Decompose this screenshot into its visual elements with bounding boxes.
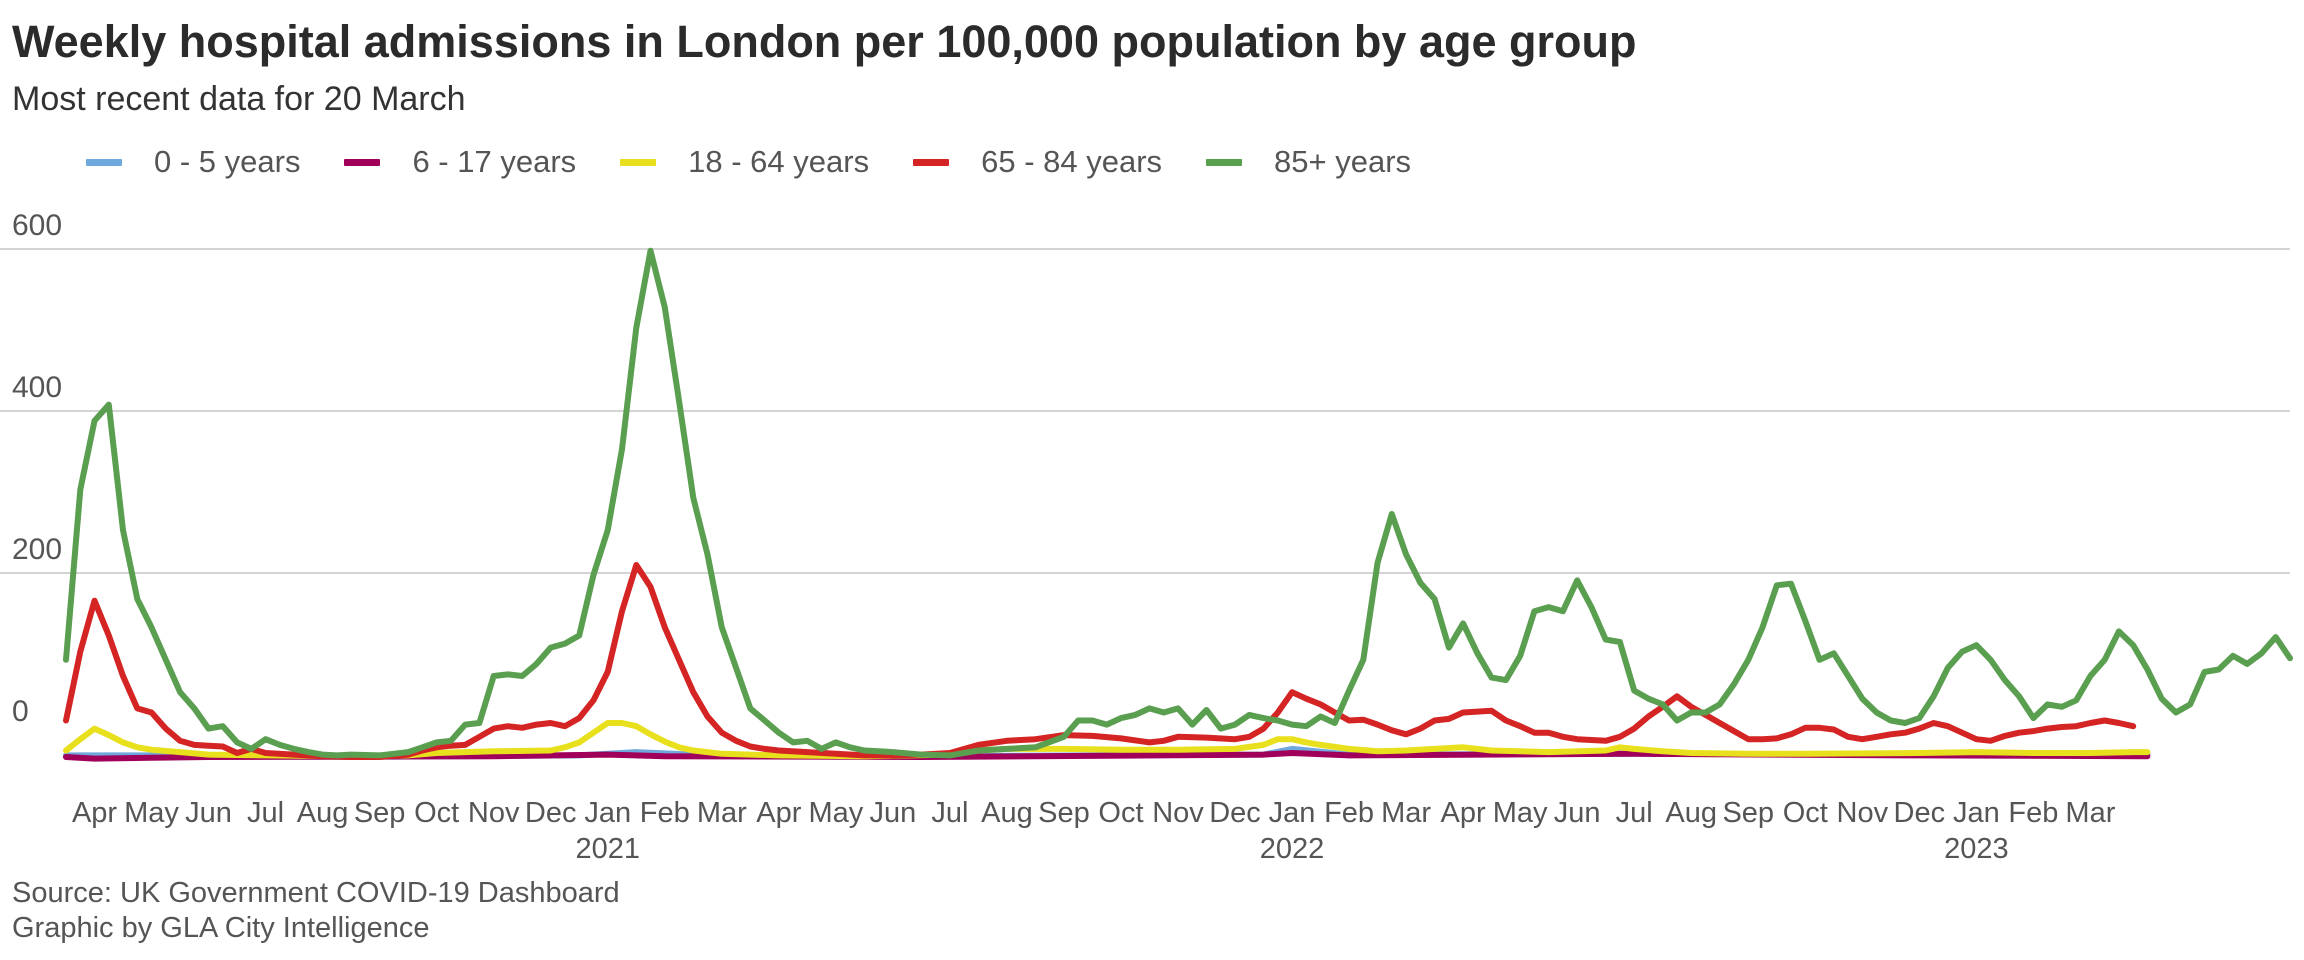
legend-swatch-6-17 — [344, 158, 381, 166]
y-tick-label-200: 200 — [12, 533, 62, 566]
x-tick-label-month-27: Jul — [1616, 797, 1653, 829]
x-tick-label-month-4: Aug — [297, 797, 349, 829]
series-line-65-84 — [63, 562, 2137, 760]
legend-item-18-64: 18 - 64 years — [620, 144, 869, 180]
legend-label-0-5: 0 - 5 years — [154, 144, 301, 179]
y-tick-label-400: 400 — [12, 371, 62, 404]
series-line-85-plus — [63, 247, 2293, 759]
y-tick-label-600: 600 — [12, 209, 62, 242]
legend-swatch-65-84 — [913, 158, 950, 166]
chart-footer: Source: UK Government COVID-19 Dashboard… — [12, 876, 620, 946]
x-tick-label-month-11: Mar — [697, 797, 747, 829]
legend-label-6-17: 6 - 17 years — [412, 144, 577, 179]
legend-swatch-0-5 — [86, 158, 122, 166]
x-tick-label-month-31: Nov — [1837, 797, 1889, 829]
legend-item-6-17: 6 - 17 years — [344, 144, 576, 180]
chart-title: Weekly hospital admissions in London per… — [12, 16, 1637, 67]
chart-subtitle: Most recent data for 20 March — [12, 80, 466, 118]
x-tick-label-month-0: Apr — [72, 797, 117, 829]
x-tick-label-month-32: Dec — [1894, 797, 1946, 829]
legend-label-85-plus: 85+ years — [1274, 144, 1412, 179]
legend-swatch-18-64 — [620, 158, 657, 166]
x-tick-label-month-20: Dec — [1209, 797, 1261, 829]
x-tick-label-month-10: Feb — [640, 797, 690, 829]
legend-item-0-5: 0 - 5 years — [86, 144, 300, 180]
x-tick-label-year-2: 2023 — [1944, 833, 2009, 865]
legend-item-65-84: 65 - 84 years — [913, 144, 1162, 180]
x-tick-label-month-17: Sep — [1038, 797, 1090, 829]
x-tick-label-month-28: Aug — [1665, 797, 1717, 829]
legend-label-18-64: 18 - 64 years — [688, 144, 870, 179]
x-tick-label-year-1: 2022 — [1260, 833, 1325, 865]
x-tick-label-month-6: Oct — [414, 797, 459, 829]
x-tick-label-month-8: Dec — [525, 797, 577, 829]
x-tick-label-month-19: Nov — [1152, 797, 1204, 829]
source-note: Source: UK Government COVID-19 Dashboard — [12, 877, 620, 909]
x-tick-label-month-18: Oct — [1098, 797, 1143, 829]
x-tick-label-month-25: May — [1493, 797, 1548, 829]
chart-legend: 0 - 5 years 6 - 17 years 18 - 64 years 6… — [86, 140, 1455, 184]
x-tick-label-month-34: Feb — [2008, 797, 2058, 829]
x-tick-label-month-16: Aug — [981, 797, 1033, 829]
x-tick-label-month-33: Jan — [1953, 797, 2000, 829]
legend-item-85-plus: 85+ years — [1206, 144, 1411, 180]
legend-swatch-85-plus — [1206, 158, 1243, 166]
x-tick-label-month-2: Jun — [185, 797, 232, 829]
x-tick-label-month-26: Jun — [1554, 797, 1601, 829]
legend-label-65-84: 65 - 84 years — [981, 144, 1163, 179]
x-tick-label-month-7: Nov — [468, 797, 520, 829]
x-tick-label-month-3: Jul — [247, 797, 284, 829]
x-tick-label-year-0: 2021 — [575, 833, 640, 865]
x-tick-label-month-35: Mar — [2065, 797, 2115, 829]
credit-note: Graphic by GLA City Intelligence — [12, 912, 430, 944]
x-tick-label-month-14: Jun — [869, 797, 916, 829]
x-tick-label-month-23: Mar — [1381, 797, 1431, 829]
x-tick-label-month-13: May — [808, 797, 863, 829]
x-tick-label-month-5: Sep — [354, 797, 406, 829]
y-tick-label-0: 0 — [12, 695, 29, 728]
x-tick-label-month-30: Oct — [1783, 797, 1828, 829]
x-tick-label-month-21: Jan — [1269, 797, 1316, 829]
x-tick-label-month-1: May — [124, 797, 179, 829]
x-tick-label-month-29: Sep — [1722, 797, 1774, 829]
x-tick-label-month-22: Feb — [1324, 797, 1374, 829]
x-tick-label-month-12: Apr — [756, 797, 801, 829]
x-tick-label-month-9: Jan — [584, 797, 631, 829]
x-tick-label-month-24: Apr — [1441, 797, 1486, 829]
x-tick-label-month-15: Jul — [931, 797, 968, 829]
